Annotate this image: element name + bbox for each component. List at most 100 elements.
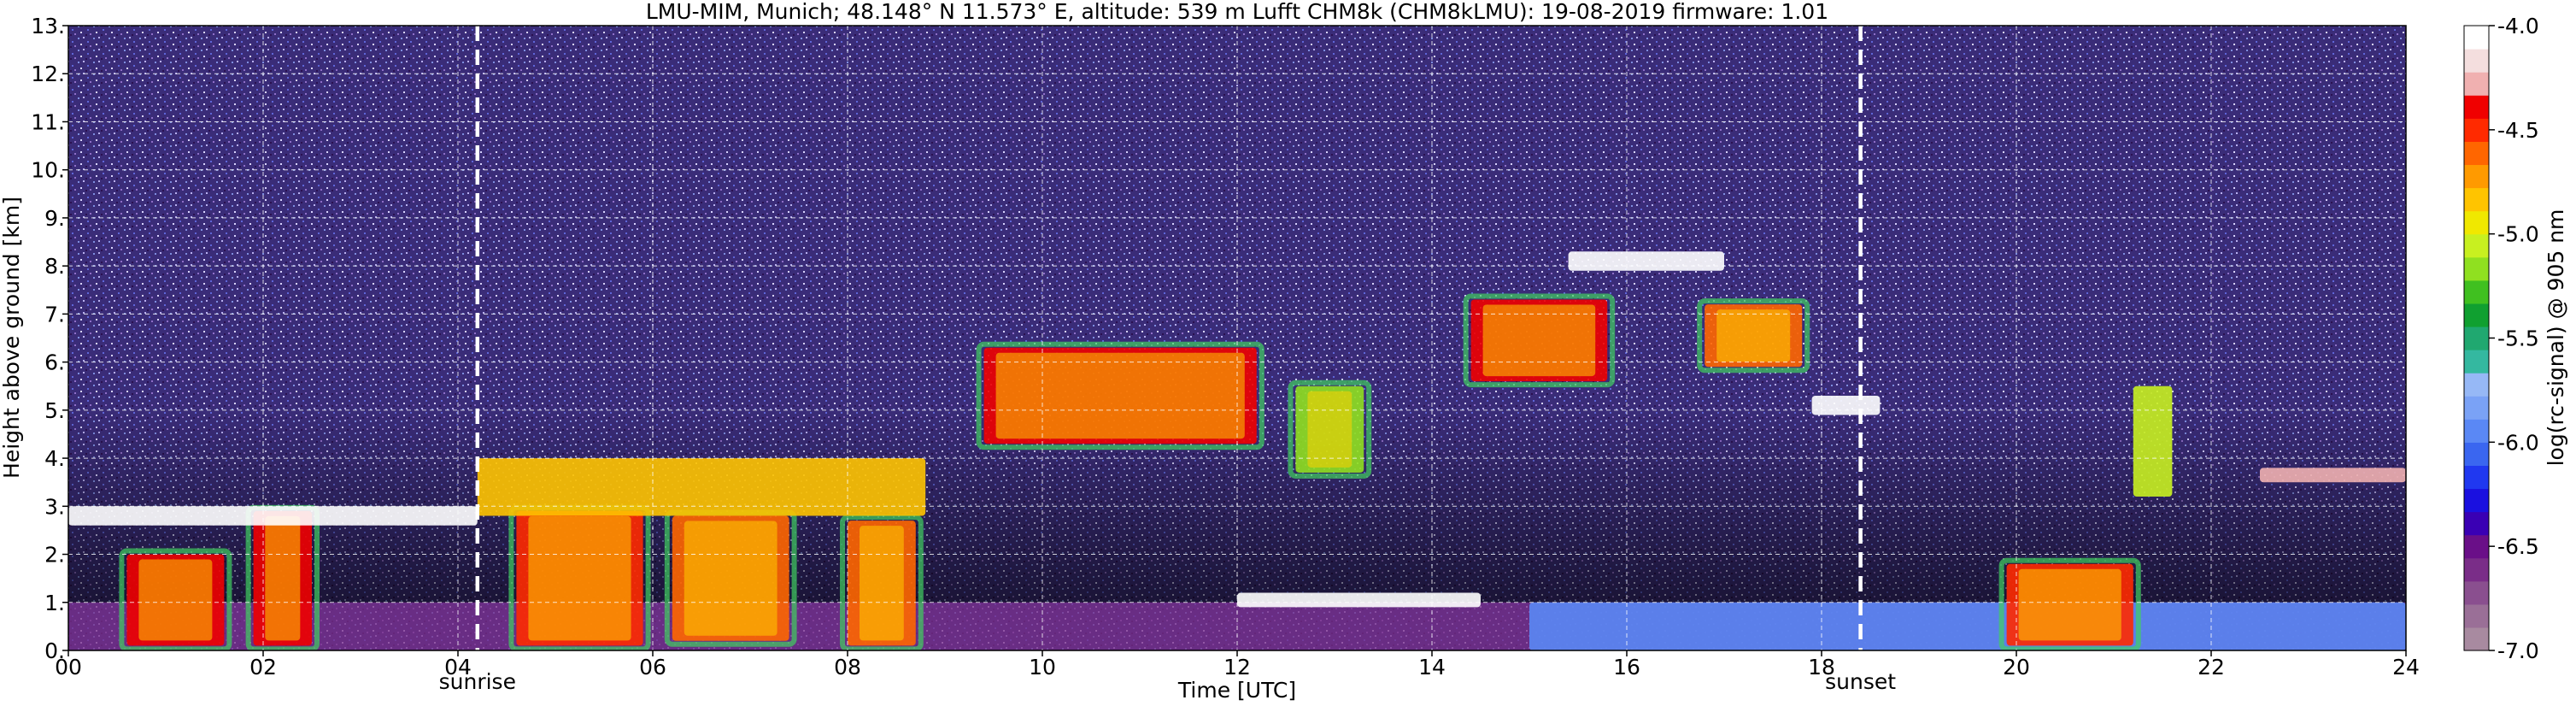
y-tick-label: 8. bbox=[44, 254, 65, 279]
colorbar-swatch bbox=[2464, 419, 2489, 443]
y-tick-label: 9. bbox=[44, 206, 65, 231]
y-axis-label: Height above ground [km] bbox=[0, 197, 24, 479]
colorbar-swatch bbox=[2464, 580, 2489, 605]
colorbar-swatch bbox=[2464, 488, 2489, 513]
colorbar-tick-label: -5.0 bbox=[2497, 222, 2539, 247]
x-tick-label: 16 bbox=[1613, 655, 1640, 680]
feature-edge bbox=[840, 515, 924, 650]
colorbar-swatch bbox=[2464, 49, 2489, 73]
chart-title: LMU-MIM, Munich; 48.148° N 11.573° E, al… bbox=[646, 0, 1828, 24]
colorbar-tick-label: -6.0 bbox=[2497, 430, 2539, 455]
marker-sunset-label: sunset bbox=[1825, 669, 1896, 694]
colorbar-ticks: -4.0 -4.5 -5.0 -5.5 -6.0 -6.5 -7.0 bbox=[2489, 14, 2539, 663]
colorbar-tick-label: -4.0 bbox=[2497, 14, 2539, 38]
y-tick-label: 10. bbox=[31, 158, 65, 183]
feature-low_cloud bbox=[119, 548, 232, 650]
colorbar-swatch bbox=[2464, 534, 2489, 559]
y-tick-label: 1. bbox=[44, 591, 65, 615]
feature-core bbox=[995, 352, 1245, 439]
colorbar-swatch bbox=[2464, 210, 2489, 235]
colorbar-swatch bbox=[2464, 26, 2489, 50]
feature-body bbox=[2260, 468, 2406, 483]
feature-body bbox=[68, 506, 478, 526]
colorbar-swatch bbox=[2464, 396, 2489, 420]
feature-edge bbox=[1288, 379, 1372, 479]
y-tick-label: 12. bbox=[31, 62, 65, 86]
x-tick-label: 24 bbox=[2392, 655, 2420, 680]
feature-core bbox=[1307, 391, 1353, 468]
x-axis-ticks: 00 02 04 06 08 10 12 14 16 18 20 22 24 bbox=[55, 650, 2420, 680]
x-tick-label: 10 bbox=[1029, 655, 1056, 680]
x-tick-label: 14 bbox=[1418, 655, 1446, 680]
colorbar-tick-label: -6.5 bbox=[2497, 534, 2539, 559]
feature-core bbox=[1716, 309, 1791, 362]
feature-core bbox=[265, 515, 301, 641]
colorbar-swatch bbox=[2464, 303, 2489, 327]
feature-edge bbox=[1697, 298, 1810, 374]
x-axis-label: Time [UTC] bbox=[1177, 678, 1296, 703]
y-axis-ticks: 0. 1. 2. 3. 4. 5. 6. 7. 8. 9. 10. 11. 12. 13. bbox=[31, 14, 68, 663]
x-tick-label: 18 bbox=[1808, 655, 1835, 680]
feature-thin_layer bbox=[1237, 592, 1481, 608]
feature-body bbox=[1811, 395, 1881, 415]
feature-core bbox=[528, 515, 631, 641]
sun-markers: sunrise sunset bbox=[439, 26, 1896, 694]
colorbar-swatch bbox=[2464, 141, 2489, 166]
x-tick-label: 12 bbox=[1223, 655, 1251, 680]
feature-cloud_top bbox=[68, 506, 478, 526]
feature-edge bbox=[976, 341, 1265, 450]
feature-cloud_top bbox=[477, 458, 926, 516]
colorbar-swatch bbox=[2464, 164, 2489, 189]
y-tick-label: 3. bbox=[44, 494, 65, 519]
colorbar-swatch bbox=[2464, 326, 2489, 350]
colorbar-swatch bbox=[2464, 373, 2489, 397]
x-tick-label: 22 bbox=[2198, 655, 2225, 680]
feature-mid_cloud bbox=[1288, 379, 1372, 479]
x-tick-label: 04 bbox=[444, 655, 472, 680]
feature-core bbox=[684, 521, 777, 636]
feature-edge bbox=[119, 548, 232, 650]
feature-body bbox=[1529, 602, 2406, 650]
feature-low_cloud bbox=[1998, 557, 2141, 650]
y-tick-label: 5. bbox=[44, 398, 65, 423]
signal-features bbox=[68, 251, 2406, 650]
marker-sunrise-label: sunrise bbox=[439, 669, 516, 694]
colorbar-tick-label: -5.5 bbox=[2497, 327, 2539, 351]
grid-lines bbox=[68, 26, 2406, 650]
feature-core bbox=[1482, 304, 1596, 377]
feature-surface_layer bbox=[1529, 602, 2406, 650]
colorbar-swatch bbox=[2464, 557, 2489, 582]
colorbar-swatch bbox=[2464, 442, 2489, 467]
colorbar-tick-label: -4.5 bbox=[2497, 118, 2539, 143]
colorbar: -4.0 -4.5 -5.0 -5.5 -6.0 -6.5 -7.0 log(rc-sign… bbox=[2463, 14, 2568, 663]
colorbar-swatch bbox=[2464, 72, 2489, 96]
y-tick-label: 11. bbox=[31, 109, 65, 134]
colorbar-swatch bbox=[2464, 95, 2489, 119]
y-tick-label: 6. bbox=[44, 350, 65, 375]
feature-body bbox=[1237, 592, 1481, 608]
y-tick-label: 2. bbox=[44, 543, 65, 568]
feature-edge bbox=[1463, 293, 1616, 388]
y-tick-label: 7. bbox=[44, 302, 65, 327]
y-tick-label: 0. bbox=[44, 638, 65, 663]
colorbar-swatch bbox=[2464, 627, 2489, 651]
colorbar-swatch bbox=[2464, 279, 2489, 304]
colorbar-swatch bbox=[2464, 233, 2489, 258]
colorbar-swatch bbox=[2464, 511, 2489, 536]
feature-edge bbox=[1998, 557, 2141, 650]
feature-thin_layer bbox=[1568, 251, 1724, 271]
colorbar-tick-label: -7.0 bbox=[2497, 638, 2539, 663]
feature-low_cloud bbox=[664, 509, 797, 647]
feature-mid_cloud bbox=[976, 341, 1265, 450]
feature-body bbox=[1568, 251, 1724, 271]
colorbar-swatch bbox=[2464, 465, 2489, 490]
feature-low_cloud bbox=[508, 504, 651, 650]
x-tick-label: 00 bbox=[55, 655, 82, 680]
x-tick-label: 06 bbox=[639, 655, 666, 680]
feature-mid_cloud bbox=[1697, 298, 1810, 374]
feature-core bbox=[138, 559, 213, 641]
colorbar-swatch bbox=[2464, 187, 2489, 212]
colorbar-swatch bbox=[2464, 350, 2489, 374]
feature-low_cloud bbox=[245, 504, 320, 650]
feature-thin_layer bbox=[2260, 468, 2406, 483]
